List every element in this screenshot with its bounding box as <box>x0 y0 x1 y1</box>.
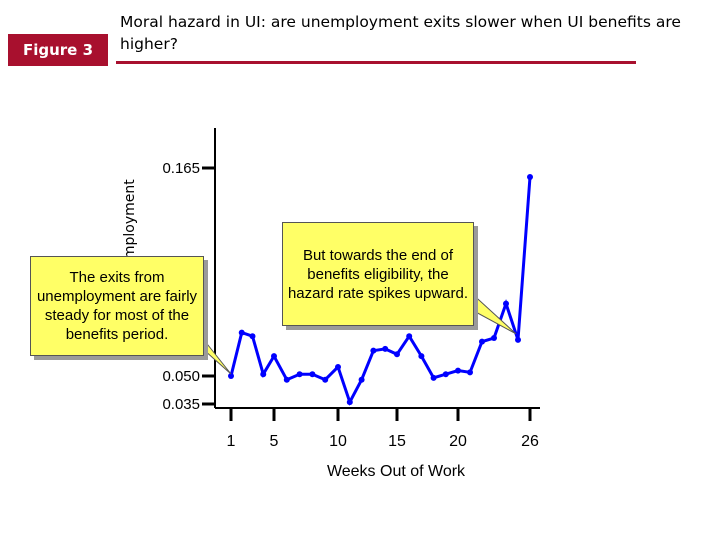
data-point <box>346 399 353 406</box>
y-tick-label: 0.165 <box>162 160 200 177</box>
y-ticks: 0.035 0.050 0.165 <box>162 160 216 413</box>
data-point <box>430 374 437 381</box>
x-axis-label: Weeks Out of Work <box>327 463 466 480</box>
data-point <box>394 351 400 358</box>
x-tick-label: 5 <box>270 433 279 450</box>
chart-title: Moral hazard in UI: are unemployment exi… <box>120 13 681 53</box>
data-point <box>238 329 245 336</box>
chart-axes <box>214 128 540 409</box>
x-ticks: 1 5 10 15 20 26 <box>227 408 539 450</box>
series-points <box>228 174 533 406</box>
callout-steady-exits-text: The exits from unemployment are fairly s… <box>36 269 198 343</box>
data-point <box>455 367 461 374</box>
data-point <box>335 363 341 370</box>
data-point <box>271 353 277 360</box>
y-tick-label: 0.035 <box>162 396 200 413</box>
data-point <box>491 335 497 342</box>
data-point <box>479 338 485 345</box>
x-tick-label: 26 <box>521 433 539 450</box>
callout-hazard-spike: But towards the end of benefits eligibil… <box>282 222 474 326</box>
data-point <box>358 376 365 383</box>
callout-hazard-spike-text: But towards the end of benefits eligibil… <box>287 246 469 302</box>
x-tick-label: 10 <box>329 433 347 450</box>
series-line <box>229 176 532 406</box>
data-point <box>249 333 256 340</box>
data-point <box>406 333 413 340</box>
data-point <box>418 353 425 360</box>
data-point <box>283 376 290 383</box>
data-point <box>309 371 316 378</box>
callout-steady-exits: The exits from unemployment are fairly s… <box>30 256 204 356</box>
data-point <box>322 376 329 383</box>
data-point <box>527 174 533 181</box>
x-tick-label: 1 <box>227 433 236 450</box>
y-tick-label: 0.050 <box>162 368 200 385</box>
data-point <box>382 345 389 352</box>
data-point <box>260 371 267 378</box>
data-point <box>370 347 377 354</box>
x-tick-label: 15 <box>388 433 406 450</box>
data-point <box>503 300 509 307</box>
x-tick-label: 20 <box>449 433 467 450</box>
data-point <box>228 373 234 379</box>
data-point <box>442 371 449 378</box>
data-point <box>296 371 303 378</box>
data-point <box>467 369 473 376</box>
figure-label: Figure 3 <box>8 34 108 66</box>
data-point <box>515 336 521 343</box>
title-rule <box>116 61 636 64</box>
